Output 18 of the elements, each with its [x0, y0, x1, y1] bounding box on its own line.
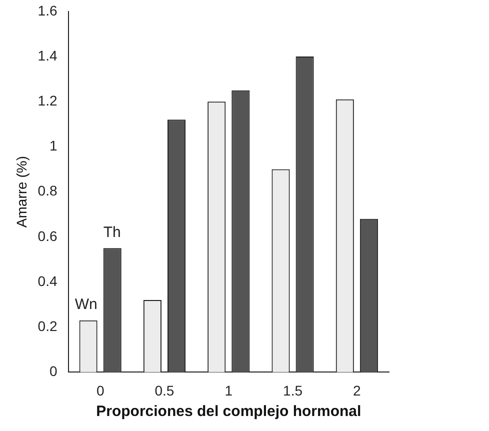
x-tick-label: 0 — [96, 382, 104, 398]
y-tick-label: 1 — [49, 138, 58, 154]
x-tick-label: 0.5 — [154, 382, 174, 398]
x-tick-label: 2 — [353, 382, 362, 398]
y-tick-label: 0.4 — [38, 272, 58, 289]
y-tick-label: 1.2 — [38, 92, 58, 108]
series-label: Wn — [74, 296, 98, 313]
series-label: Th — [103, 224, 121, 241]
x-tick-label: 1 — [224, 382, 233, 398]
x-tick-label: 1.5 — [283, 382, 303, 398]
y-tick-label: 0.8 — [38, 182, 58, 199]
y-tick-label: 1.6 — [38, 2, 58, 18]
y-tick-label: 0.2 — [38, 318, 58, 334]
y-tick-label: 0 — [49, 363, 58, 380]
x-axis-title: Proporciones del complejo hormonal — [96, 403, 362, 420]
y-axis-title: Amarre (%) — [13, 156, 30, 228]
y-tick-label: 0.6 — [38, 228, 58, 244]
y-tick-label: 1.4 — [38, 47, 58, 64]
